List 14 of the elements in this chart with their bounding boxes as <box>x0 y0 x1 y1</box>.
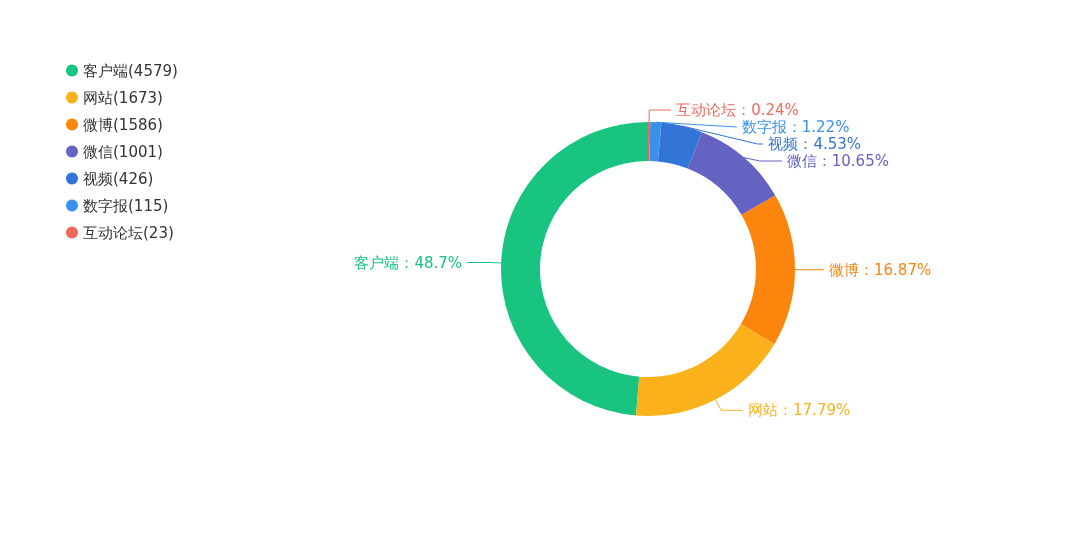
data-label: 网站：17.79% <box>748 401 851 420</box>
legend-label: 客户端(4579) <box>83 61 178 80</box>
data-label: 数字报：1.22% <box>741 118 850 136</box>
legend-label: 互动论坛(23) <box>83 223 174 242</box>
legend-label: 视频(426) <box>83 169 154 188</box>
data-label: 微博：16.87% <box>829 260 932 279</box>
data-label: 视频：4.53% <box>768 135 862 153</box>
data-label: 微信：10.65% <box>786 152 889 170</box>
legend-label: 微博(1586) <box>83 115 163 134</box>
legend-label: 数字报(115) <box>83 196 169 215</box>
data-label: 互动论坛：0.24% <box>676 101 799 119</box>
legend-label: 微信(1001) <box>83 142 163 161</box>
legend-label: 网站(1673) <box>83 88 163 107</box>
data-label: 客户端：48.7% <box>354 253 463 272</box>
